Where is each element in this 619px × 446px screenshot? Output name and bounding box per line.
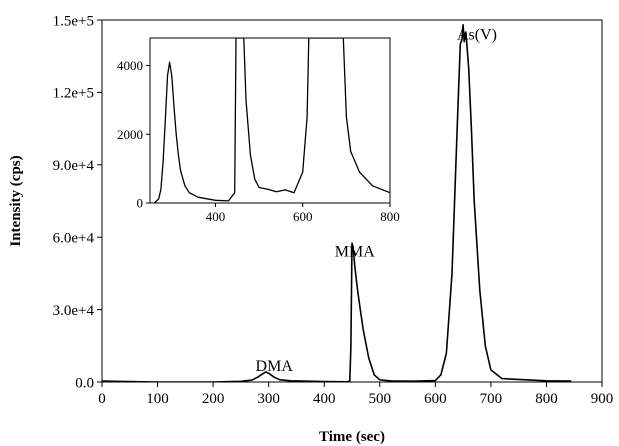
- y-tick-label: 3.0e+4: [53, 303, 95, 319]
- series-line-0: [153, 38, 390, 203]
- peak-annotations: DMA MMA As(V): [256, 26, 497, 375]
- y-tick-label: 6.0e+4: [53, 230, 95, 246]
- x-tick-label: 700: [480, 391, 503, 407]
- peak-label: MMA: [335, 244, 375, 261]
- x-tick-label: 900: [591, 391, 614, 407]
- x-tick-label: 300: [257, 391, 280, 407]
- x-tick-label: 600: [293, 209, 313, 224]
- x-axis-label: Time (sec): [319, 429, 385, 445]
- x-tick-label: 600: [424, 391, 447, 407]
- y-tick-label: 1.5e+5: [53, 13, 94, 29]
- x-tick-label: 800: [380, 209, 400, 224]
- inset-series: [153, 38, 390, 203]
- peak-label: As(V): [457, 26, 497, 43]
- series-line-0: [102, 24, 572, 382]
- inset-axes: 400 600 800 0 2000 4000: [117, 58, 400, 224]
- y-tick-label: 9.0e+4: [53, 158, 95, 174]
- x-tick-label: 400: [313, 391, 336, 407]
- x-tick-label: 500: [369, 391, 392, 407]
- main-axes: 0 100 200 300 400 500 600 700 800 900 0.0 3.0e+4 6.0…: [53, 13, 614, 407]
- peak-label: DMA: [256, 358, 294, 375]
- main-plot-frame: [101, 19, 603, 383]
- y-tick-label: 2000: [117, 127, 143, 142]
- x-tick-label: 100: [146, 391, 169, 407]
- x-tick-label: 0: [98, 391, 106, 407]
- x-tick-label: 800: [535, 391, 558, 407]
- y-tick-label: 1.2e+5: [53, 86, 94, 102]
- main-series: [102, 24, 572, 382]
- inset-plot-frame: [149, 37, 391, 204]
- y-axis-label: Intensity (cps): [8, 155, 24, 246]
- y-tick-label: 4000: [117, 58, 143, 73]
- x-tick-label: 400: [206, 209, 226, 224]
- y-tick-label: 0: [137, 196, 144, 211]
- y-tick-label: 0.0: [75, 375, 94, 391]
- x-tick-label: 200: [202, 391, 225, 407]
